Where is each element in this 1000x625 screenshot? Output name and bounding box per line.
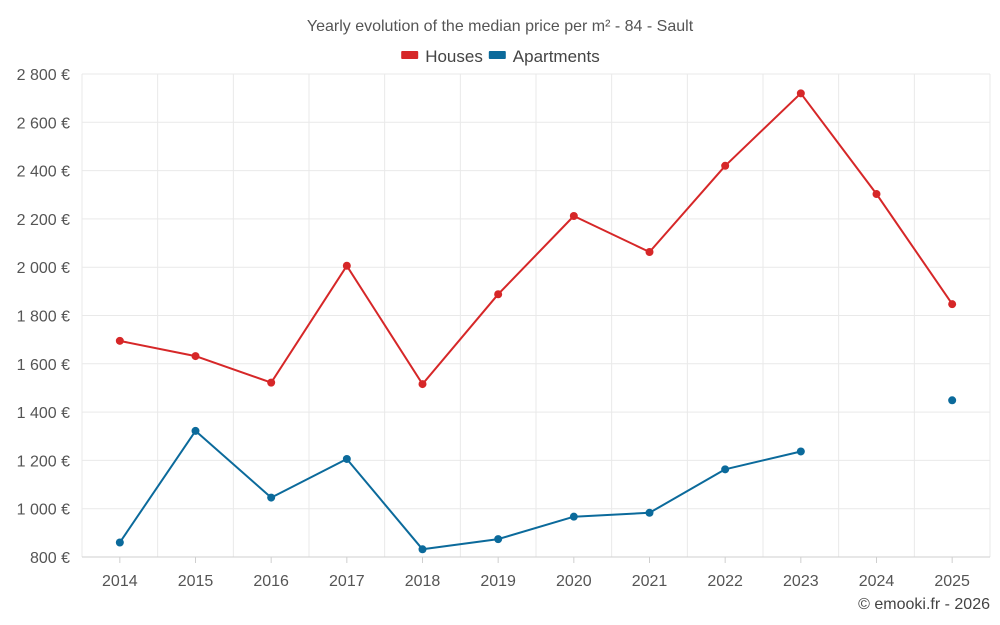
y-tick-label: 1 600 € <box>17 357 70 374</box>
y-tick-label: 1 400 € <box>17 405 70 422</box>
point-houses[interactable] <box>418 380 427 389</box>
x-tick-label: 2025 <box>934 573 970 590</box>
x-tick-label: 2019 <box>480 573 516 590</box>
gridlines <box>81 73 991 558</box>
series-houses <box>115 89 957 389</box>
y-tick-label: 2 000 € <box>17 260 70 277</box>
x-tick-label: 2017 <box>329 573 365 590</box>
point-apartments[interactable] <box>494 535 503 544</box>
point-apartments[interactable] <box>418 545 427 554</box>
x-tick-label: 2021 <box>632 573 668 590</box>
x-tick-label: 2016 <box>253 573 289 590</box>
point-houses[interactable] <box>115 336 124 345</box>
y-tick-label: 1 200 € <box>17 453 70 470</box>
x-tick-label: 2023 <box>783 573 819 590</box>
point-houses[interactable] <box>948 300 957 309</box>
legend-swatch-houses <box>401 51 419 59</box>
point-apartments[interactable] <box>948 396 957 405</box>
y-tick-label: 1 800 € <box>17 309 70 326</box>
point-houses[interactable] <box>494 290 503 299</box>
point-apartments[interactable] <box>267 493 276 502</box>
point-houses[interactable] <box>796 89 805 98</box>
point-houses[interactable] <box>191 352 200 361</box>
point-apartments[interactable] <box>569 512 578 521</box>
point-apartments[interactable] <box>721 465 730 474</box>
legend[interactable]: Houses Apartments <box>401 47 600 66</box>
series-group <box>115 89 957 554</box>
point-houses[interactable] <box>267 378 276 387</box>
line-apartments <box>118 429 802 551</box>
y-tick-label: 2 200 € <box>17 212 70 229</box>
x-tick-label: 2020 <box>556 573 592 590</box>
legend-item-apartments[interactable]: Apartments <box>488 47 600 66</box>
chart-title: Yearly evolution of the median price per… <box>307 18 694 35</box>
x-tick-label: 2022 <box>707 573 743 590</box>
point-houses[interactable] <box>872 190 881 199</box>
point-houses[interactable] <box>721 161 730 170</box>
x-tick-label: 2018 <box>405 573 441 590</box>
point-houses[interactable] <box>645 247 654 256</box>
legend-label-apartments: Apartments <box>513 47 600 66</box>
line-houses <box>119 92 954 386</box>
point-apartments[interactable] <box>191 426 200 435</box>
y-tick-label: 2 800 € <box>17 67 70 84</box>
x-tick-label: 2014 <box>102 573 138 590</box>
y-tick-label: 800 € <box>30 550 70 567</box>
credit-text: © emooki.fr - 2026 <box>858 596 990 613</box>
y-tick-label: 2 600 € <box>17 115 70 132</box>
y-axis: 800 € 1 000 € 1 200 € 1 400 € 1 600 € 1 800 €… <box>17 67 70 567</box>
legend-swatch-apartments <box>488 51 506 59</box>
series-apartments <box>115 396 957 554</box>
y-tick-label: 2 400 € <box>17 164 70 181</box>
point-apartments[interactable] <box>796 447 805 456</box>
point-apartments[interactable] <box>342 454 351 463</box>
legend-item-houses[interactable]: Houses <box>401 47 483 66</box>
y-tick-label: 1 000 € <box>17 502 70 519</box>
legend-label-houses: Houses <box>425 47 483 66</box>
point-houses[interactable] <box>342 261 351 270</box>
point-apartments[interactable] <box>115 538 124 547</box>
point-apartments[interactable] <box>645 508 654 517</box>
x-tick-label: 2015 <box>178 573 214 590</box>
x-tick-label: 2024 <box>859 573 895 590</box>
x-axis: 2014 2015 2016 2017 2018 2019 2020 2021 2022 2023… <box>82 556 990 590</box>
point-houses[interactable] <box>569 212 578 221</box>
